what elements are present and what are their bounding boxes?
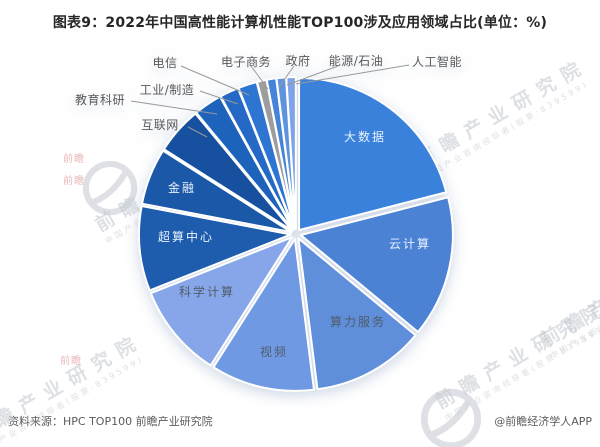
watermark-globe-icon — [82, 160, 138, 216]
slice-label-教育科研: 教育科研 — [75, 92, 125, 107]
slice-label-科学计算: 科学计算 — [179, 284, 235, 299]
leader-line-电信 — [180, 65, 250, 96]
watermark-globe-icon — [420, 388, 482, 447]
leader-line-互联网 — [187, 126, 208, 138]
source-right-text: @前瞻经济学人APP — [494, 415, 592, 428]
slice-label-电子商务: 电子商务 — [221, 54, 271, 69]
source-left-text: 资料来源：HPC TOP100 前瞻产业研究院 — [8, 415, 213, 428]
slice-label-政府: 政府 — [285, 53, 310, 68]
pie-slice-算力服务[interactable] — [297, 237, 417, 391]
slice-label-互联网: 互联网 — [141, 118, 179, 132]
leader-line-能源/石油 — [286, 65, 339, 86]
pie-slice-超算中心[interactable] — [138, 204, 293, 292]
leader-line-电子商务 — [250, 65, 269, 90]
pie-slice-互联网[interactable] — [162, 112, 294, 232]
pie-slice-视频[interactable] — [212, 237, 315, 392]
red-seal-watermark: 前瞻 — [63, 176, 85, 187]
slice-label-能源/石油: 能源/石油 — [329, 54, 384, 68]
leader-line-工业/制造 — [199, 90, 239, 105]
red-seal-watermark: 前瞻 — [63, 154, 85, 165]
leader-line-政府 — [278, 65, 295, 88]
source-row: 资料来源：HPC TOP100 前瞻产业研究院 @前瞻经济学人APP — [8, 413, 592, 429]
pie-slice-金融[interactable] — [141, 149, 293, 234]
leader-line-教育科研 — [130, 100, 218, 115]
slice-label-金融: 金融 — [168, 180, 196, 195]
pie-slice-云计算[interactable] — [299, 196, 454, 333]
slice-label-大数据: 大数据 — [344, 129, 386, 144]
chart-title: 图表9：2022年中国高性能计算机性能TOP100涉及应用领域占比(单位：%) — [52, 15, 548, 31]
slice-label-云计算: 云计算 — [389, 236, 431, 251]
slice-label-工业/制造: 工业/制造 — [140, 83, 195, 97]
leader-line-人工智能 — [295, 64, 410, 85]
slice-label-人工智能: 人工智能 — [412, 54, 462, 69]
slice-label-算力服务: 算力服务 — [330, 314, 386, 329]
pie-slice-科学计算[interactable] — [149, 236, 294, 367]
slice-label-超算中心: 超算中心 — [158, 229, 214, 244]
slice-label-电信: 电信 — [152, 56, 177, 70]
red-seal-watermark: 前瞻 — [60, 356, 82, 367]
slice-label-视频: 视频 — [260, 344, 288, 359]
pie-slice-大数据[interactable] — [298, 77, 448, 232]
